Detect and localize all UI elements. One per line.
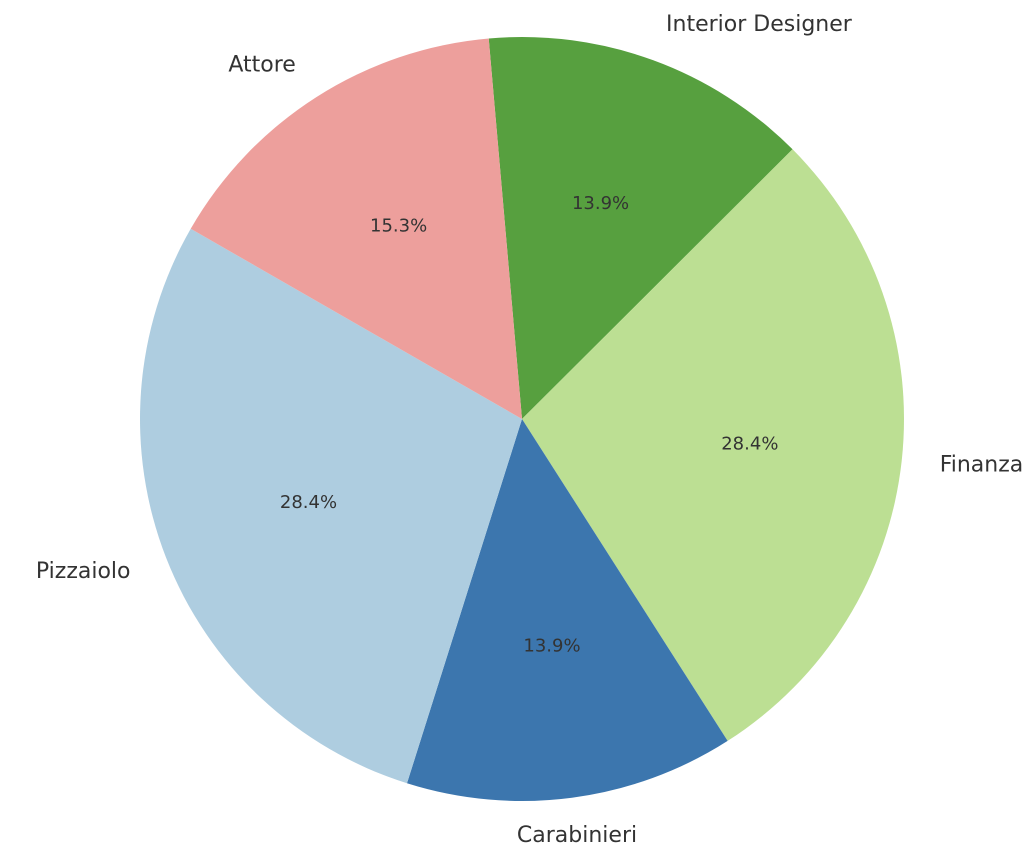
percentage-labels: 13.9% 28.4% 13.9% 28.4% 15.3% [280,193,779,657]
category-label-attore: Attore [228,52,295,77]
category-label-finanza: Finanza [940,452,1024,477]
pct-label-pizzaiolo: 28.4% [280,492,337,513]
category-label-pizzaiolo: Pizzaiolo [36,559,131,584]
pie-slice-carabinieri [406,419,728,801]
category-label-carabinieri: Carabinieri [517,823,637,848]
pct-label-interior-designer: 13.9% [572,193,629,214]
pie-slice-finanza [522,149,904,741]
pie-slice-pizzaiolo [140,228,522,784]
pie-slice-interior-designer [488,36,793,420]
category-label-interior-designer: Interior Designer [666,12,853,37]
pie-slice-attore [190,38,523,419]
pct-label-carabinieri: 13.9% [523,636,580,657]
pct-label-finanza: 28.4% [721,434,778,455]
pie-slices [140,36,904,801]
pct-label-attore: 15.3% [370,215,427,236]
category-labels: Interior Designer Finanza Carabinieri Pizza… [36,12,1023,848]
